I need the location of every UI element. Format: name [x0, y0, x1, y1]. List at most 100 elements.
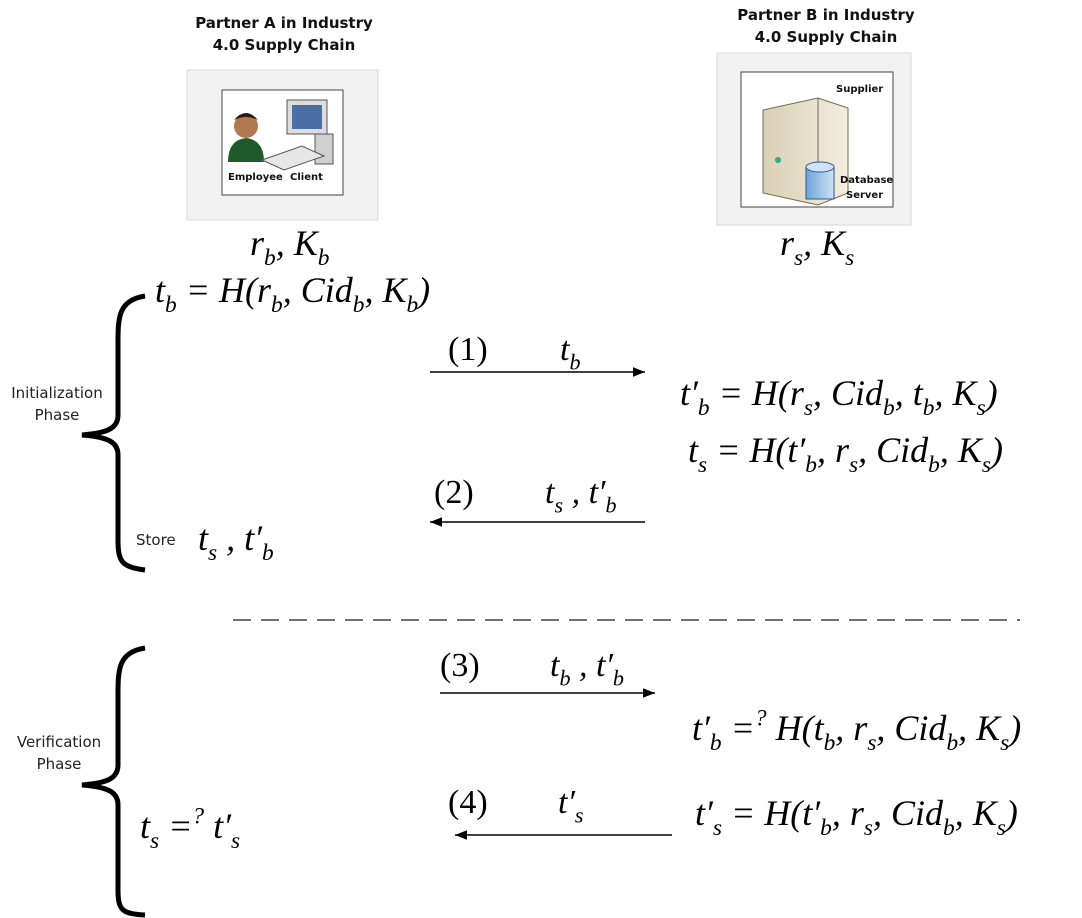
math-sub: b	[165, 292, 177, 318]
math-sub: s	[554, 493, 563, 518]
math-sub: b	[710, 730, 722, 756]
math-sub: s	[575, 803, 584, 828]
phase-label: Phase	[37, 755, 82, 773]
math-sub: b	[698, 395, 710, 421]
math-text: = H(t′	[707, 430, 806, 470]
math-sub: b	[569, 350, 580, 375]
math-sub: b	[883, 395, 895, 421]
math-sub: s	[845, 245, 854, 271]
math-text: , K	[364, 270, 408, 310]
formula: tb = H(rb, Cidb, Kb)	[155, 270, 430, 318]
partner-keys: rb, Kb	[250, 223, 329, 271]
step-number: (1)	[448, 331, 488, 368]
math-text: , K	[940, 430, 984, 470]
math-text: , K	[803, 223, 847, 263]
formula: t′b = H(rs, Cidb, tb, Ks)	[680, 373, 998, 421]
icon-label: Server	[846, 190, 883, 201]
math-sub: s	[208, 540, 217, 566]
math-text: , K	[958, 708, 1002, 748]
formula: ts , t′b	[198, 518, 274, 566]
partner-a-card	[186, 69, 379, 221]
icon-label: Database	[840, 175, 893, 186]
math-text: , r	[817, 430, 850, 470]
math-sub: b	[946, 730, 958, 756]
math-text: , t′	[571, 647, 614, 684]
math-text: t′	[204, 806, 232, 846]
initialization-brace	[81, 293, 146, 573]
math-text: H(t	[767, 708, 825, 748]
math-sub: b	[820, 815, 832, 841]
math-text: =	[722, 708, 755, 748]
math-sub: s	[713, 815, 722, 841]
math-sub: b	[805, 452, 817, 478]
math-text: t′	[680, 373, 699, 413]
message-content: tb	[560, 331, 581, 375]
math-sub: b	[318, 245, 330, 271]
math-text: , Cid	[283, 270, 354, 310]
verification-brace	[81, 645, 146, 918]
math-text: , t′	[563, 474, 606, 511]
math-sub: b	[406, 292, 418, 318]
math-text: , Cid	[813, 373, 884, 413]
math-sub: s	[1000, 730, 1009, 756]
math-text: = H(r	[177, 270, 272, 310]
math-sub: s	[997, 815, 1006, 841]
math-sub: s	[794, 245, 803, 271]
math-sub: s	[150, 828, 159, 854]
math-sub: b	[559, 666, 570, 691]
partner-title: 4.0 Supply Chain	[213, 36, 356, 54]
math-sub: s	[864, 815, 873, 841]
message-content: t′s	[558, 784, 584, 828]
math-sub: b	[605, 493, 616, 518]
icon-label: Employee	[228, 172, 283, 183]
math-sub: b	[353, 292, 365, 318]
math-sub: b	[923, 395, 935, 421]
math-sub: b	[943, 815, 955, 841]
math-sub: b	[824, 730, 836, 756]
math-text: t	[550, 647, 561, 684]
phase-label: Verification	[17, 733, 101, 751]
math-text: )	[1007, 708, 1021, 748]
formula: t′s = H(t′b, rs, Cidb, Ks)	[695, 793, 1018, 841]
math-text: , Cid	[876, 708, 947, 748]
phase-label: Initialization	[11, 384, 102, 402]
math-text: t′	[692, 708, 711, 748]
math-text: t	[155, 270, 166, 310]
math-sub: s	[849, 452, 858, 478]
formula: t′b =? H(tb, rs, Cidb, Ks)	[692, 706, 1021, 756]
math-text: , Cid	[873, 793, 944, 833]
formula: ts = H(t′b, rs, Cidb, Ks)	[688, 430, 1003, 478]
math-text: , t′	[217, 518, 263, 558]
message-content: tb , t′b	[550, 647, 624, 691]
math-text: t	[688, 430, 699, 470]
math-text: )	[989, 430, 1003, 470]
math-sub: b	[613, 666, 624, 691]
partner-title: Partner A in Industry	[195, 14, 373, 32]
icon-label: Supplier	[836, 84, 883, 95]
math-text: =	[159, 806, 192, 846]
math-text: )	[1004, 793, 1018, 833]
math-text: , K	[934, 373, 978, 413]
partner-title: Partner B in Industry	[737, 6, 915, 24]
math-sub: b	[928, 452, 940, 478]
partner-keys: rs, Ks	[780, 223, 854, 271]
math-text: , t	[895, 373, 924, 413]
math-text: t	[545, 474, 556, 511]
math-text: t	[198, 518, 209, 558]
math-text: , K	[276, 223, 320, 263]
step-number: (4)	[448, 784, 488, 821]
math-text: t	[140, 806, 151, 846]
partner-title: 4.0 Supply Chain	[755, 28, 898, 46]
math-sup: ?	[192, 804, 204, 830]
math-sub: b	[264, 245, 276, 271]
math-text: r	[780, 223, 795, 263]
math-sub: s	[231, 828, 240, 854]
formula: ts =? t′s	[140, 804, 240, 854]
math-text: = H(r	[710, 373, 805, 413]
math-text: , r	[835, 708, 868, 748]
message-content: ts , t′b	[545, 474, 617, 518]
math-sub: s	[982, 452, 991, 478]
math-sub: b	[262, 540, 274, 566]
phase-label: Phase	[35, 406, 80, 424]
math-text: , K	[955, 793, 999, 833]
